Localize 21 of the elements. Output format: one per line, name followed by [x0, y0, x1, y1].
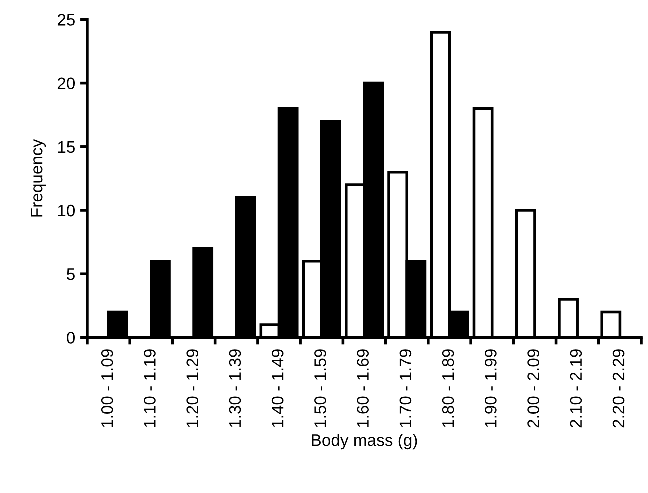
y-tick-label: 15: [58, 141, 75, 154]
y-tick-label: 5: [67, 268, 75, 280]
x-tick-label: 1.80 - 1.89: [442, 350, 454, 428]
x-tick-label: 1.90 - 1.99: [485, 350, 497, 428]
x-tick-label: 2.10 - 2.19: [570, 350, 582, 428]
x-tick-label: 2.00 - 2.09: [528, 350, 540, 428]
x-axis-title: Body mass (g): [312, 434, 418, 450]
x-tick-label: 1.30 - 1.39: [229, 350, 242, 428]
y-tick-label: 10: [58, 204, 76, 217]
x-tick-label: 1.70 - 1.79: [400, 350, 412, 428]
y-tick-label: 0: [67, 332, 76, 344]
y-tick-label: 20: [58, 78, 76, 90]
y-axis-title: Frequency: [31, 139, 46, 217]
x-tick-label: 1.40 - 1.49: [272, 350, 284, 428]
x-tick-label: 1.50 - 1.59: [314, 350, 326, 428]
x-tick-label: 1.10 - 1.19: [144, 350, 156, 428]
x-tick-label: 1.00 - 1.09: [101, 350, 114, 428]
y-tick-label: 25: [58, 14, 75, 26]
x-tick-label: 1.60 - 1.69: [357, 350, 369, 428]
x-tick-label: 2.20 - 2.29: [612, 350, 625, 428]
x-tick-label: 1.20 - 1.29: [186, 350, 198, 428]
